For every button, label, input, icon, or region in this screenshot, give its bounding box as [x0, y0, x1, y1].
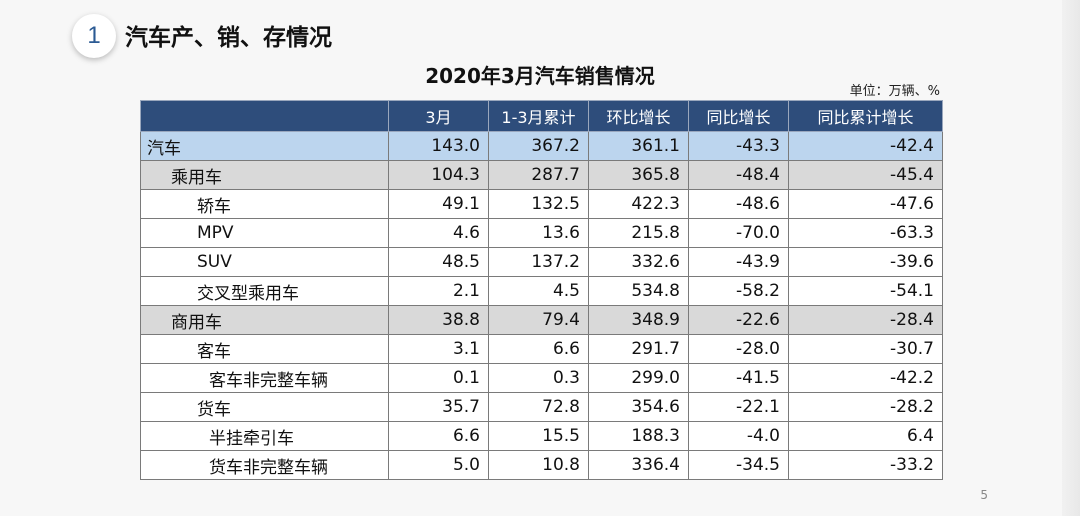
table-row: MPV 4.6 13.6 215.8 -70.0 -63.3	[140, 218, 943, 248]
table-cell: 132.5	[488, 189, 589, 219]
table-cell: -22.1	[688, 392, 789, 422]
table-row: SUV 48.5 137.2 332.6 -43.9 -39.6	[140, 247, 943, 277]
table-cell: 0.1	[388, 363, 489, 393]
table-cell: 6.6	[388, 421, 489, 451]
table-cell: 2.1	[388, 276, 489, 306]
table-cell: 35.7	[388, 392, 489, 422]
unit-label: 单位：万辆、%	[849, 84, 940, 99]
table-row: 半挂牵引车 6.6 15.5 188.3 -4.0 6.4	[140, 421, 943, 451]
column-header-ytd: 1-3月累计	[488, 100, 589, 132]
table-cell: -22.6	[688, 305, 789, 335]
column-header-march: 3月	[388, 100, 489, 132]
row-label: 半挂牵引车	[140, 421, 389, 451]
table-cell: 38.8	[388, 305, 489, 335]
table-cell: 5.0	[388, 450, 489, 480]
table-cell: 3.1	[388, 334, 489, 364]
table-cell: 354.6	[588, 392, 689, 422]
table-row: 乘用车 104.3 287.7 365.8 -48.4 -45.4	[140, 160, 943, 190]
table-header-row: 3月 1-3月累计 环比增长 同比增长 同比累计增长	[140, 100, 943, 132]
table-cell: -70.0	[688, 218, 789, 248]
table-cell: 48.5	[388, 247, 489, 277]
table-title: 2020年3月汽车销售情况	[425, 64, 655, 88]
table-cell: 72.8	[488, 392, 589, 422]
table-cell: -42.4	[788, 131, 943, 161]
table-cell: -48.4	[688, 160, 789, 190]
table-cell: 15.5	[488, 421, 589, 451]
table-cell: -42.2	[788, 363, 943, 393]
table-cell: 422.3	[588, 189, 689, 219]
row-label: 轿车	[140, 189, 389, 219]
table-cell: 215.8	[588, 218, 689, 248]
table-cell: 287.7	[488, 160, 589, 190]
table-row: 商用车 38.8 79.4 348.9 -22.6 -28.4	[140, 305, 943, 335]
table-cell: -48.6	[688, 189, 789, 219]
row-label: SUV	[140, 247, 389, 277]
row-label: 货车非完整车辆	[140, 450, 389, 480]
table-cell: 0.3	[488, 363, 589, 393]
table-cell: -4.0	[688, 421, 789, 451]
row-label: MPV	[140, 218, 389, 248]
table-cell: -39.6	[788, 247, 943, 277]
row-label: 商用车	[140, 305, 389, 335]
section-number-badge: 1	[72, 14, 116, 58]
table-row: 交叉型乘用车 2.1 4.5 534.8 -58.2 -54.1	[140, 276, 943, 306]
table-row: 客车 3.1 6.6 291.7 -28.0 -30.7	[140, 334, 943, 364]
table-cell: 13.6	[488, 218, 589, 248]
table-row: 轿车 49.1 132.5 422.3 -48.6 -47.6	[140, 189, 943, 219]
table-cell: 299.0	[588, 363, 689, 393]
column-header-ytd-yoy: 同比累计增长	[788, 100, 943, 132]
table-cell: -41.5	[688, 363, 789, 393]
table-cell: 534.8	[588, 276, 689, 306]
table-row: 货车 35.7 72.8 354.6 -22.1 -28.2	[140, 392, 943, 422]
table-cell: 49.1	[388, 189, 489, 219]
table-cell: -54.1	[788, 276, 943, 306]
row-label: 客车非完整车辆	[140, 363, 389, 393]
column-header-yoy: 同比增长	[688, 100, 789, 132]
table-cell: -34.5	[688, 450, 789, 480]
table-cell: -28.4	[788, 305, 943, 335]
table-cell: -45.4	[788, 160, 943, 190]
table-cell: 361.1	[588, 131, 689, 161]
table-cell: -28.0	[688, 334, 789, 364]
table-cell: 10.8	[488, 450, 589, 480]
table-cell: 348.9	[588, 305, 689, 335]
row-label: 客车	[140, 334, 389, 364]
table-cell: -43.3	[688, 131, 789, 161]
table-cell: -63.3	[788, 218, 943, 248]
table-cell: -28.2	[788, 392, 943, 422]
table-cell: 291.7	[588, 334, 689, 364]
table-cell: 79.4	[488, 305, 589, 335]
table-cell: 6.6	[488, 334, 589, 364]
column-header-blank	[140, 100, 389, 132]
table-row: 客车非完整车辆 0.1 0.3 299.0 -41.5 -42.2	[140, 363, 943, 393]
table-cell: 336.4	[588, 450, 689, 480]
table-cell: -47.6	[788, 189, 943, 219]
table-cell: 104.3	[388, 160, 489, 190]
table-cell: 188.3	[588, 421, 689, 451]
row-label: 汽车	[140, 131, 389, 161]
row-label: 交叉型乘用车	[140, 276, 389, 306]
table-cell: 332.6	[588, 247, 689, 277]
table-cell: 6.4	[788, 421, 943, 451]
table-cell: 365.8	[588, 160, 689, 190]
table-cell: 4.6	[388, 218, 489, 248]
table-cell: 137.2	[488, 247, 589, 277]
table-cell: 143.0	[388, 131, 489, 161]
sales-table: 3月 1-3月累计 环比增长 同比增长 同比累计增长 汽车 143.0 367.2 3…	[140, 100, 943, 480]
table-cell: 367.2	[488, 131, 589, 161]
table-row: 汽车 143.0 367.2 361.1 -43.3 -42.4	[140, 131, 943, 161]
table-cell: -33.2	[788, 450, 943, 480]
section-title: 汽车产、销、存情况	[125, 25, 332, 51]
column-header-mom: 环比增长	[588, 100, 689, 132]
table-cell: -58.2	[688, 276, 789, 306]
slide-edge	[1062, 0, 1080, 516]
table-cell: -30.7	[788, 334, 943, 364]
table-cell: 4.5	[488, 276, 589, 306]
table-cell: -43.9	[688, 247, 789, 277]
table-row: 货车非完整车辆 5.0 10.8 336.4 -34.5 -33.2	[140, 450, 943, 480]
row-label: 货车	[140, 392, 389, 422]
page-number: 5	[980, 488, 988, 502]
row-label: 乘用车	[140, 160, 389, 190]
